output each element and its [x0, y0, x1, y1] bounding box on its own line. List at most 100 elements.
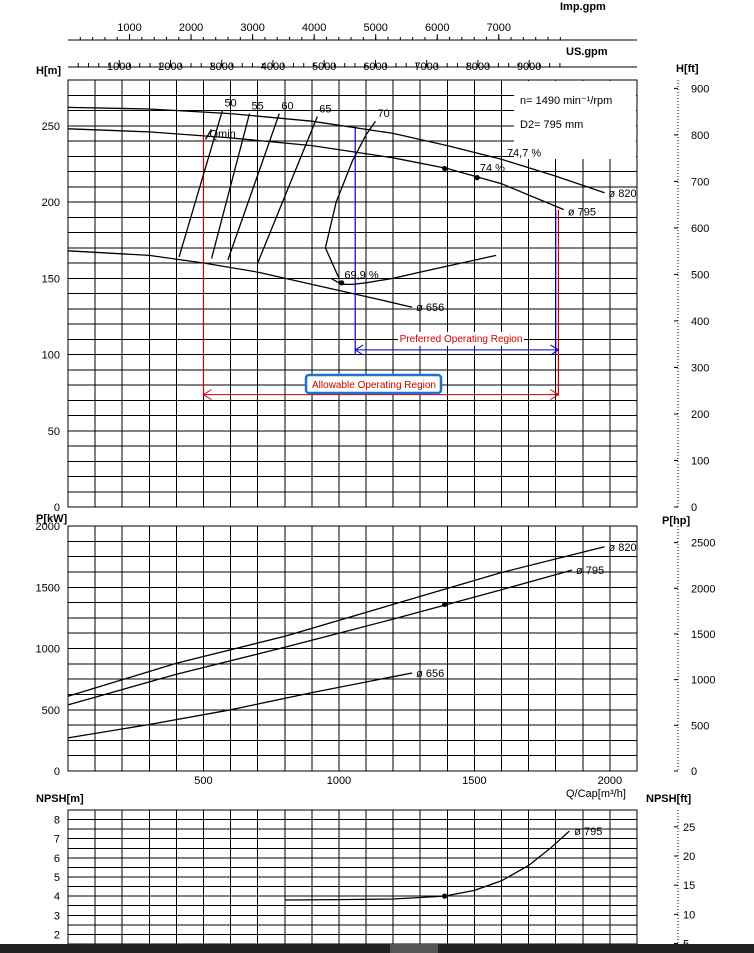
power-operating-point-marker	[442, 601, 448, 608]
flow-tick-label: 2000	[598, 775, 622, 787]
right-axis-tick-label: 700	[691, 176, 709, 188]
power-kw-tick-label: 2000	[36, 521, 60, 533]
power-hp-axis-title: P[hp]	[662, 515, 690, 527]
plot-frame	[67, 79, 638, 508]
npsh-m-tick-label: 3	[54, 910, 60, 922]
power-curve	[67, 569, 573, 706]
right-axis-tick-label: 500	[691, 269, 709, 281]
head-curve-label: ø 656	[416, 302, 444, 314]
npsh-m-tick-label: 5	[54, 872, 60, 884]
npsh-panel: 2345678510152025ø 795	[54, 809, 695, 951]
efficiency-line-label: 55	[252, 101, 264, 113]
head-m-tick-label: 250	[42, 121, 60, 133]
right-axis-tick-label: 100	[691, 455, 709, 467]
efficiency-line	[324, 120, 377, 279]
npsh-ft-tick-label: 20	[683, 851, 695, 863]
operating-point-marker	[339, 280, 345, 286]
flow-axis-title: Q/Cap[m³/h]	[566, 788, 626, 800]
qmin-label: Qmin	[209, 128, 235, 140]
right-axis-tick-label: 400	[691, 316, 709, 328]
head-curve	[67, 106, 605, 194]
head-m-tick-label: 50	[48, 426, 60, 438]
bep-efficiency-label: 74,7 %	[507, 147, 541, 159]
head-m-axis-title: H[m]	[36, 65, 61, 77]
efficiency-line-label: 50	[224, 98, 236, 110]
power-curve-label: ø 656	[416, 668, 444, 680]
power-kw-tick-label: 500	[42, 705, 60, 717]
flow-tick-label: 1500	[462, 775, 486, 787]
right-axis-tick-label: 1500	[691, 629, 715, 641]
efficiency-line	[178, 110, 224, 258]
power-kw-tick-label: 0	[54, 766, 60, 778]
head-m-tick-label: 150	[42, 273, 60, 285]
power-kw-tick-label: 1000	[36, 644, 60, 656]
right-axis-tick-label: 1000	[691, 675, 715, 687]
right-axis-tick-label: 200	[691, 409, 709, 421]
preferred-arrowhead-right	[550, 344, 560, 356]
npsh-ft-tick-label: 15	[683, 880, 695, 892]
allowable-arrowhead-left	[202, 389, 212, 401]
efficiency-line	[210, 113, 251, 259]
us-gpm-axis-title: US.gpm	[566, 46, 608, 58]
npsh-m-tick-label: 6	[54, 853, 60, 865]
preferred-region-label: Preferred Operating Region	[400, 334, 523, 345]
imp-gpm-tick-label: 3000	[240, 22, 264, 34]
info-box	[514, 81, 636, 159]
npsh-m-tick-label: 2	[54, 929, 60, 941]
power-kw-tick-label: 1500	[36, 582, 60, 594]
imp-gpm-tick-label: 4000	[302, 22, 326, 34]
efficiency-line	[257, 116, 318, 264]
efficiency-line-label: 70	[378, 108, 390, 120]
flow-tick-label: 500	[194, 775, 212, 787]
npsh-m-axis-title: NPSH[m]	[36, 793, 84, 805]
qmin-marker	[204, 129, 213, 140]
preferred-region-label-bg	[398, 331, 524, 346]
right-axis-tick-label: 300	[691, 362, 709, 374]
head-m-tick-label: 100	[42, 350, 60, 362]
horizontal-scrollbar[interactable]	[0, 944, 754, 953]
npsh-ft-tick-label: 25	[683, 822, 695, 834]
head-m-tick-label: 200	[42, 197, 60, 209]
efficiency-line-label: 65	[319, 104, 331, 116]
imp-gpm-tick-label: 5000	[363, 22, 387, 34]
head-panel: n= 1490 min⁻¹/rpm D2= 795 mm 0 50 100 150 200 2…	[42, 79, 709, 514]
operating-point-marker	[442, 165, 448, 172]
imp-gpm-tick-label: 6000	[425, 22, 449, 34]
power-curve-label: ø 795	[576, 565, 604, 577]
imp-gpm-tick-label: 1000	[117, 22, 141, 34]
preferred-arrowhead-left	[354, 344, 364, 356]
allowable-region-label-box	[304, 373, 443, 395]
power-kw-axis-title: P[kW]	[36, 513, 68, 525]
imp-gpm-tick-label: 7000	[487, 22, 511, 34]
allowable-region-label: Allowable Operating Region	[312, 380, 436, 391]
head-ft-axis-title: H[ft]	[676, 63, 699, 75]
efficiency-74-label: 74 %	[480, 163, 505, 175]
plot-frame	[67, 525, 638, 772]
head-curve-label: ø 820	[608, 188, 636, 200]
right-axis-tick-label: 0	[691, 766, 697, 778]
right-axis-tick-label: 2000	[691, 583, 715, 595]
right-axis-tick-label: 2500	[691, 538, 715, 550]
imp-gpm-axis-title: Imp.gpm	[560, 1, 606, 13]
efficiency-line-label: 60	[281, 101, 293, 113]
speed-label: n= 1490 min⁻¹/rpm	[520, 95, 612, 107]
efficiency-line	[227, 113, 280, 261]
scrollbar-thumb[interactable]	[390, 944, 438, 953]
grid	[68, 526, 637, 771]
head-m-tick-label: 0	[54, 502, 60, 514]
npsh-m-tick-label: 7	[54, 834, 60, 846]
right-axis-tick-label: 900	[691, 83, 709, 95]
npsh-m-tick-label: 8	[54, 815, 60, 827]
grid	[68, 810, 637, 944]
right-axis-tick-label: 800	[691, 130, 709, 142]
right-axis-tick-label: 0	[691, 502, 697, 514]
right-axis-tick-label: 600	[691, 223, 709, 235]
head-curve-label: ø 795	[568, 207, 596, 219]
allowable-arrowhead-right	[550, 389, 560, 401]
flow-tick-label: 1000	[327, 775, 351, 787]
head-curve	[67, 250, 413, 308]
npsh-ft-axis-title: NPSH[ft]	[646, 793, 692, 805]
efficiency-iso-label: 69,9 %	[344, 269, 378, 281]
